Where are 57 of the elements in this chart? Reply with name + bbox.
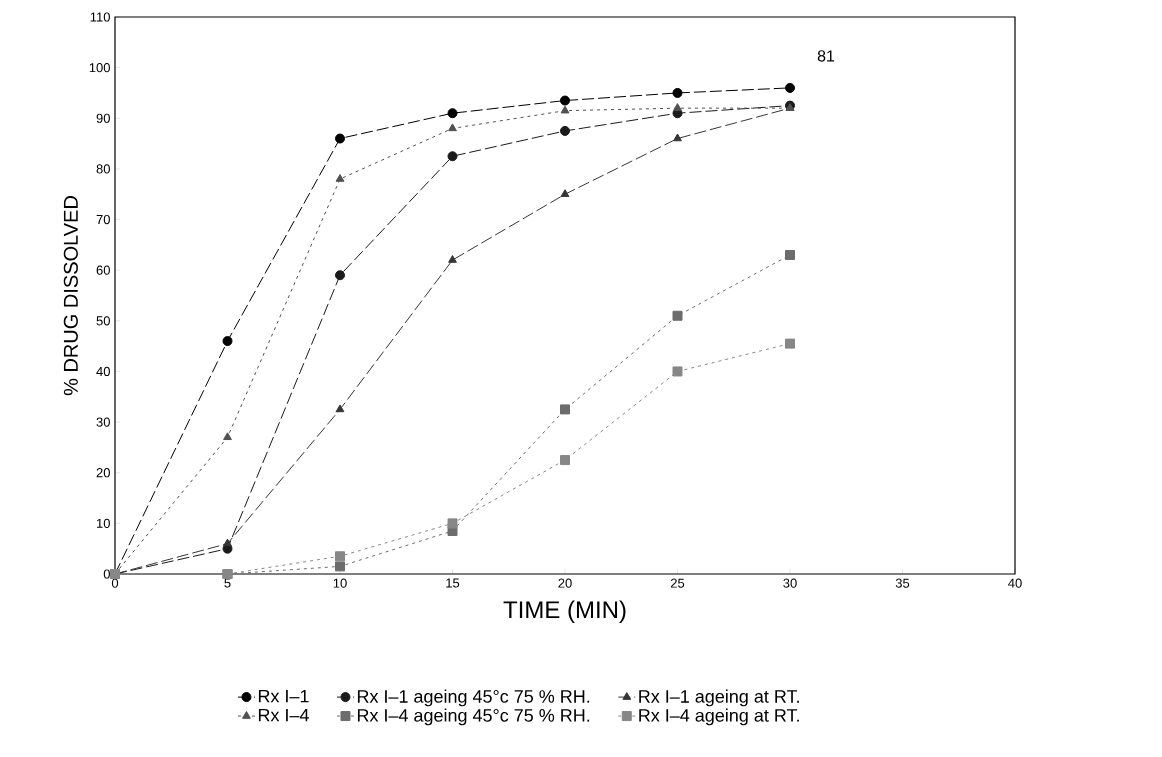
point	[335, 270, 345, 281]
point	[560, 125, 570, 136]
point	[222, 336, 233, 347]
point	[223, 432, 232, 441]
x-axis-title: TIME (MIN)	[503, 600, 626, 623]
point	[672, 310, 683, 321]
point	[560, 189, 570, 197]
point	[560, 455, 570, 466]
point	[447, 108, 458, 119]
y-tick-label: 40	[96, 366, 110, 377]
point	[335, 133, 345, 144]
y-tick-label: 20	[96, 468, 110, 478]
point	[785, 338, 795, 349]
point	[335, 174, 345, 182]
point	[447, 151, 458, 162]
y-tick-label: 50	[96, 316, 110, 326]
legend-label: Rx I–4	[258, 708, 309, 722]
point	[785, 249, 795, 260]
point	[335, 551, 345, 562]
y-tick-label: 110	[90, 12, 110, 22]
x-tick-label: 15	[446, 578, 460, 588]
legend-label: Rx I–4 ageing at RT.	[639, 708, 799, 726]
y-tick-label: 80	[96, 164, 110, 174]
x-tick-label: 35	[895, 578, 910, 588]
legend-label: Rx I–4 ageing 45°c 75 % RH.	[357, 708, 590, 726]
y-tick-label: 70	[96, 214, 110, 225]
point	[672, 87, 683, 98]
point	[560, 95, 570, 106]
annotation: 81	[817, 50, 835, 62]
point	[673, 133, 682, 142]
x-tick-label: 40	[1008, 578, 1022, 588]
point	[560, 404, 570, 415]
legend-label: Rx I–1 ageing 45°c 75 % RH.	[357, 689, 590, 707]
y-tick-label: 0	[103, 569, 110, 579]
x-tick-label: 10	[333, 578, 347, 588]
point	[335, 561, 345, 572]
y-tick-label: 30	[96, 417, 110, 427]
x-tick-label: 0	[111, 578, 119, 588]
y-tick-label: 10	[96, 518, 110, 528]
legend-label: Rx I–1	[258, 689, 309, 703]
x-tick-label: 20	[558, 578, 572, 588]
point	[560, 105, 570, 114]
point	[785, 82, 795, 93]
x-tick-label: 25	[670, 578, 685, 588]
legend-label: Rx I–1 ageing at RT.	[639, 689, 799, 707]
point	[223, 538, 232, 547]
y-tick-label: 90	[96, 113, 110, 123]
point	[673, 103, 682, 111]
point	[448, 123, 457, 132]
x-tick-label: 30	[783, 578, 797, 588]
point	[672, 366, 683, 377]
point	[335, 404, 345, 413]
point	[448, 255, 457, 263]
y-tick-label: 60	[96, 265, 110, 275]
y-tick-label: 100	[89, 63, 110, 73]
point	[447, 518, 458, 529]
y-axis-title: % DRUG DISSOLVED	[63, 196, 78, 396]
